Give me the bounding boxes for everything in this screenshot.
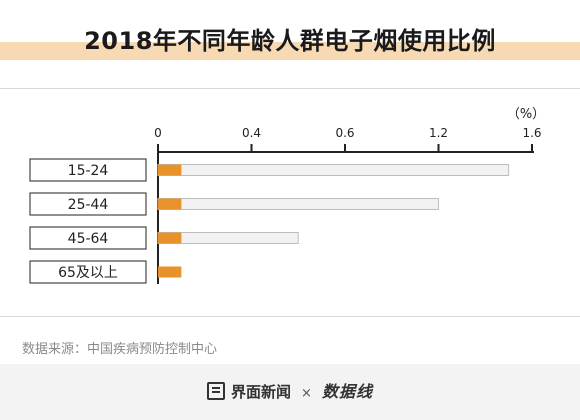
x-tick-label: 1.6 (522, 126, 541, 140)
title-area: 2018年不同年龄人群电子烟使用比例 (0, 0, 580, 70)
footer-separator: × (301, 386, 312, 401)
x-tick-label: 0.4 (242, 126, 261, 140)
category-label: 15-24 (68, 163, 109, 179)
category-box (29, 260, 147, 284)
title-highlight-band (0, 42, 580, 60)
category-box (29, 226, 147, 250)
bottom-divider (0, 316, 580, 317)
x-tick-label: 0.6 (335, 126, 354, 140)
bar-track (157, 198, 439, 210)
top-divider (0, 88, 580, 89)
source-note: 数据来源：中国疾病预防控制中心 (22, 342, 218, 357)
footer-brand: 界面新闻 (231, 383, 292, 401)
footer: 界面新闻 × 数据线 (0, 378, 580, 402)
bar (158, 164, 182, 176)
footer-partner: 数据线 (321, 382, 373, 401)
category-box (29, 158, 147, 182)
bar (158, 266, 182, 278)
x-tick-label: 0 (154, 126, 162, 140)
footer-band (0, 364, 580, 420)
chart-title: 2018年不同年龄人群电子烟使用比例 (84, 27, 496, 55)
category-box (29, 192, 147, 216)
bar (158, 232, 182, 244)
bar (158, 198, 182, 210)
jiemian-logo-icon (207, 382, 226, 400)
category-label: 45-64 (68, 231, 109, 247)
category-label: 25-44 (68, 197, 109, 213)
bar-chart: （%） 0 0.4 0.6 1.2 1.6 15-24 25-44 45-64 65及以上 (29, 107, 545, 284)
bar-track (157, 164, 510, 176)
category-label: 65及以上 (58, 265, 118, 281)
unit-label: （%） (507, 107, 545, 122)
x-tick-label: 1.2 (429, 126, 448, 140)
